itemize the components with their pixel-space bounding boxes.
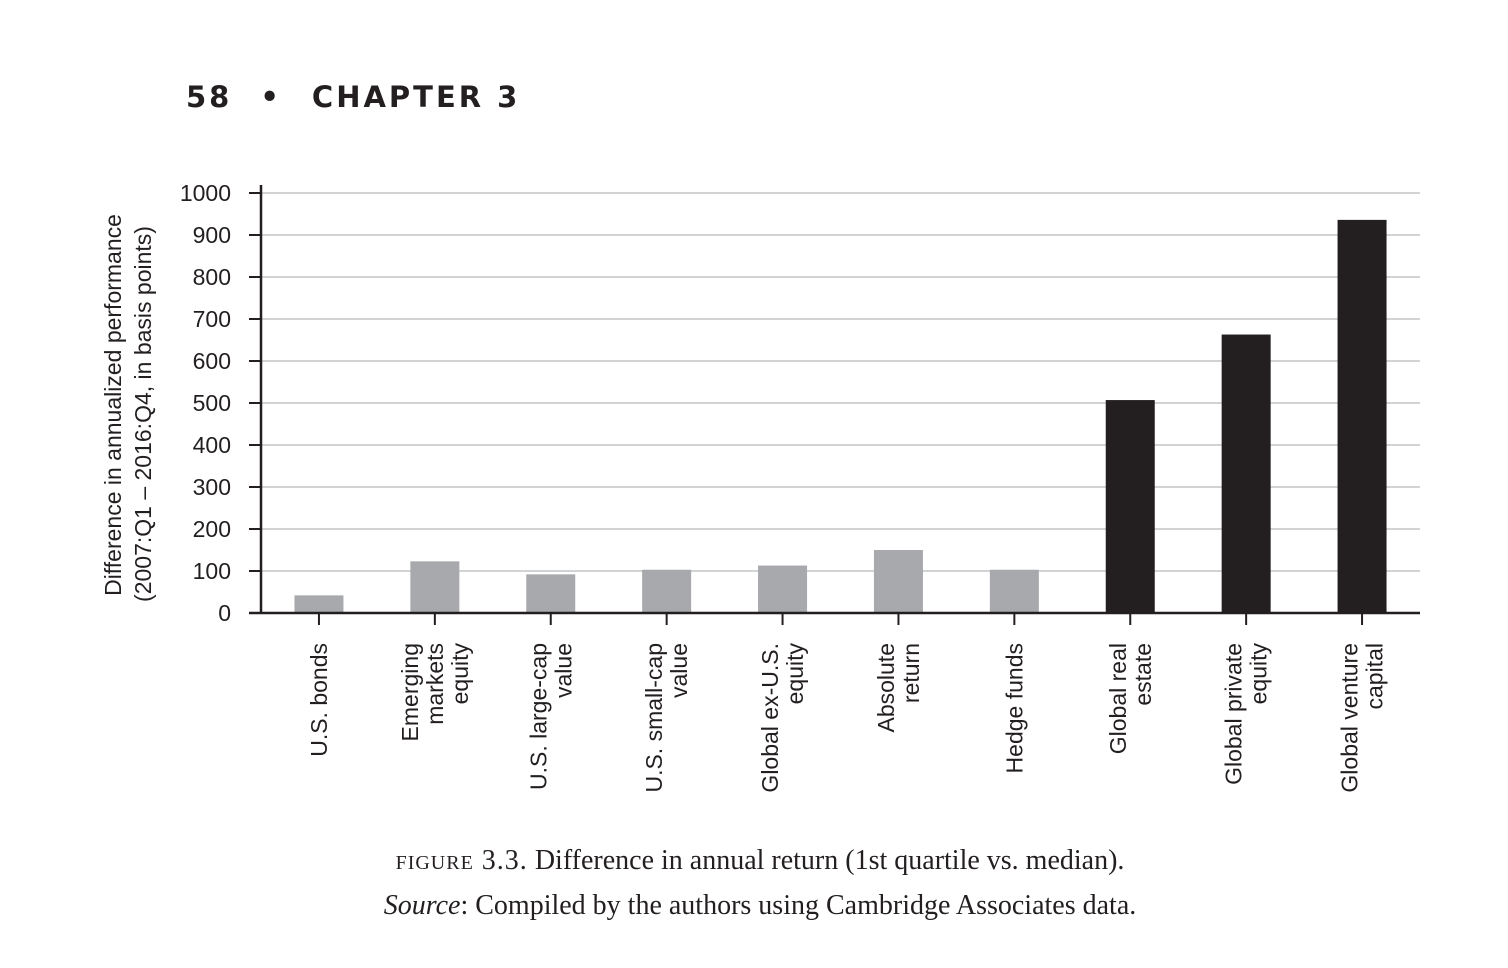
y-tick-label: 100 — [193, 558, 231, 584]
y-tick-label: 800 — [193, 264, 231, 290]
source-label: Source — [383, 890, 461, 921]
x-tick-label: Global real — [1105, 643, 1131, 754]
y-tick-label: 700 — [193, 306, 231, 332]
x-tick-label: Emerging — [397, 643, 423, 741]
x-tick-label: Global private — [1221, 643, 1247, 785]
x-tick-label: equity — [782, 643, 808, 705]
x-tick-label: Absolute — [873, 643, 899, 733]
x-tick-label: capital — [1362, 643, 1388, 709]
figure-label: figure 3.3. — [395, 845, 528, 876]
y-tick-label: 400 — [193, 432, 231, 458]
y-axis-label: Difference in annualized performance (20… — [100, 214, 156, 602]
y-axis-label-line2: (2007:Q1 – 2016:Q4, in basis points) — [130, 226, 156, 602]
page-number: 58 — [186, 80, 233, 114]
x-tick-label: equity — [447, 643, 473, 705]
x-tick-label: U.S. small-cap — [641, 643, 667, 793]
x-tick-label: value — [550, 643, 576, 698]
figure-text: Difference in annual return (1st quartil… — [527, 845, 1125, 876]
x-tick-label: markets — [422, 643, 448, 725]
bar — [1105, 400, 1155, 613]
x-tick-label: value — [666, 643, 692, 698]
x-tick-label: equity — [1246, 643, 1272, 705]
running-header: 58 • CHAPTER 3 — [186, 80, 520, 114]
y-tick-label: 600 — [193, 348, 231, 374]
y-tick-label: 900 — [193, 222, 231, 248]
header-separator: • — [260, 80, 282, 114]
x-tick-label: return — [898, 643, 924, 703]
x-tick-label: Global ex-U.S. — [757, 643, 783, 793]
source-text: : Compiled by the authors using Cambridg… — [460, 890, 1137, 921]
bar — [1221, 334, 1271, 613]
y-tick-label: 1000 — [180, 180, 231, 206]
y-tick-label: 0 — [218, 600, 231, 626]
figure-caption: figure 3.3. Difference in annual return … — [0, 838, 1508, 928]
x-tick-label: U.S. bonds — [306, 643, 332, 757]
axes-layer: 0 100 200 300 400 500 600 700 800 900 1000 U.S. bon… — [180, 180, 1420, 793]
x-tick-label: Global venture — [1337, 643, 1363, 793]
y-axis-label-line1: Difference in annualized performance — [100, 214, 126, 596]
bar — [526, 574, 576, 613]
x-tick-label: U.S. large-cap — [525, 643, 551, 790]
bar — [410, 561, 460, 613]
source-line: Source: Compiled by the authors using Ca… — [0, 883, 1508, 928]
y-tick-label: 300 — [193, 474, 231, 500]
bar-chart: 0 100 200 300 400 500 600 700 800 900 1000 U.S. bon… — [100, 180, 1420, 793]
x-tick-label: Hedge funds — [1001, 643, 1027, 773]
x-tick-label: estate — [1130, 643, 1156, 706]
bar — [758, 565, 808, 613]
y-tick-label: 200 — [193, 516, 231, 542]
bar — [1337, 219, 1387, 613]
bars-layer — [294, 219, 1387, 613]
y-tick-label: 500 — [193, 390, 231, 416]
bar — [873, 550, 923, 613]
figure-caption-line: figure 3.3. Difference in annual return … — [0, 838, 1508, 883]
chapter-title: CHAPTER 3 — [311, 80, 521, 114]
bar — [642, 569, 692, 613]
bar — [989, 569, 1039, 613]
bar — [294, 595, 344, 613]
